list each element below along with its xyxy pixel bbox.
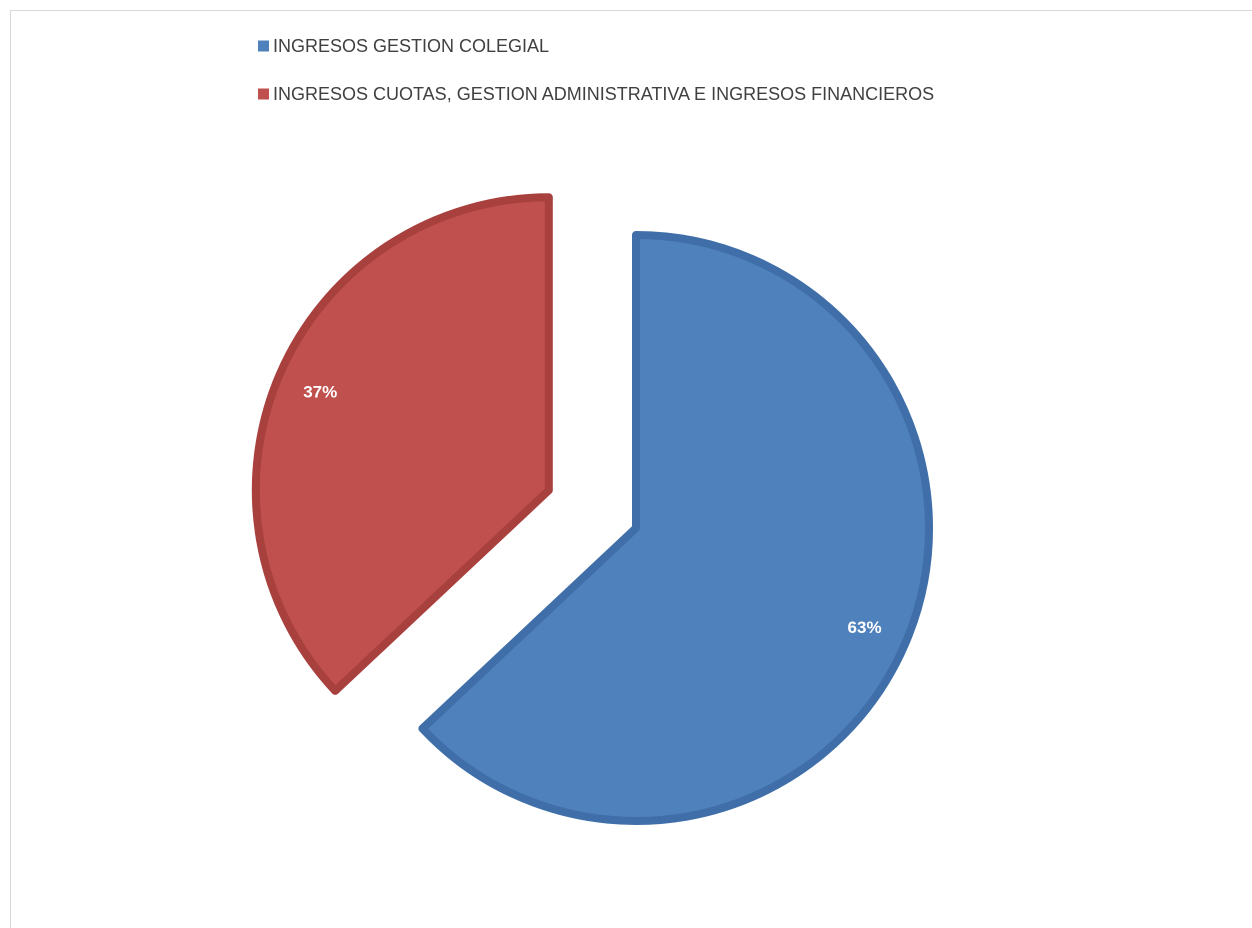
legend-entry-ingresos-cuotas: INGRESOS CUOTAS, GESTION ADMINISTRATIVA … [273, 84, 934, 104]
pie-slice-ingresos-gestion-colegial [418, 231, 933, 825]
legend: INGRESOS GESTION COLEGIAL INGRESOS CUOTA… [258, 36, 934, 104]
legend-swatch-ingresos-gestion-colegial [258, 40, 269, 52]
legend-swatch-ingresos-cuotas [258, 88, 269, 100]
pie-slices [251, 193, 933, 825]
pie-slice-ingresos-cuotas [251, 193, 553, 695]
legend-entry-ingresos-gestion-colegial: INGRESOS GESTION COLEGIAL [273, 36, 549, 56]
data-label-ingresos-cuotas: 37% [303, 382, 337, 401]
data-label-ingresos-gestion-colegial: 63% [848, 618, 882, 637]
data-labels: 63% 37% [303, 382, 881, 637]
